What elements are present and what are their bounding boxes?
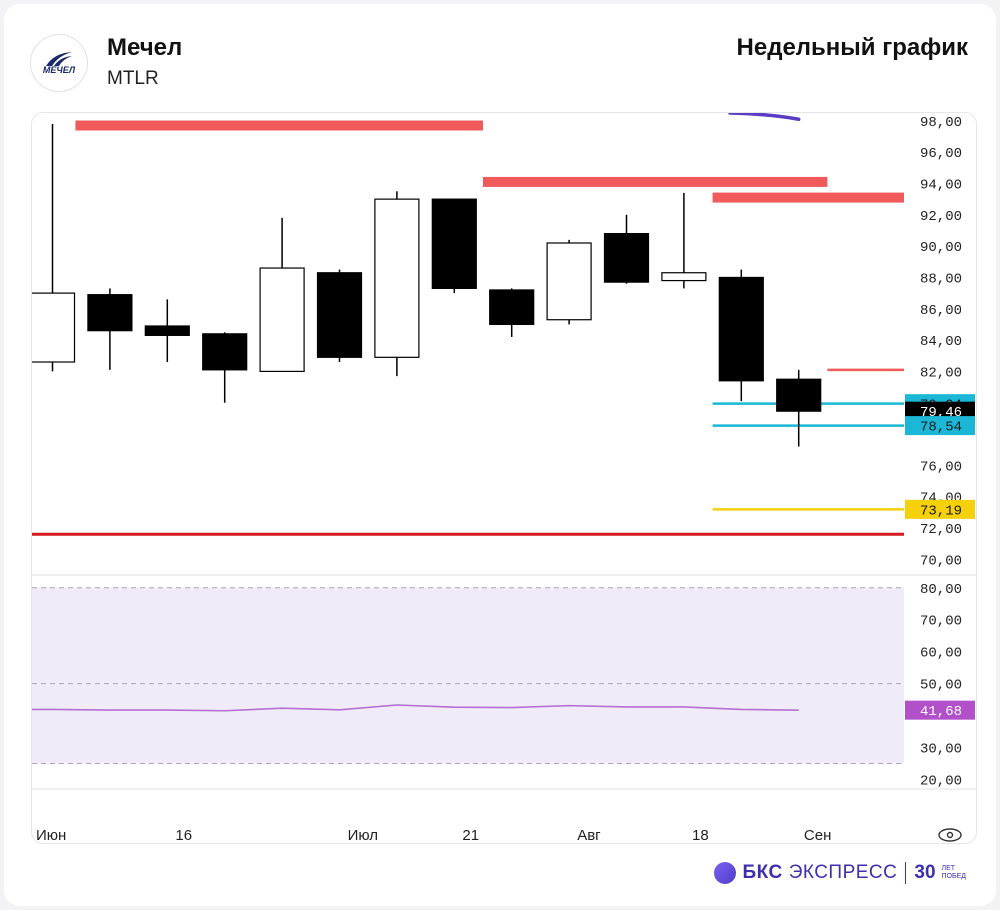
resistance-zone (712, 192, 904, 203)
rsi-band (32, 587, 904, 764)
x-tick-label: 18 (692, 827, 709, 843)
x-tick-label: 21 (462, 827, 479, 843)
candle-body (776, 378, 822, 412)
rsi-tick-label: 80,00 (920, 582, 962, 598)
brand-separator (905, 862, 907, 884)
rsi-tick-label: 30,00 (920, 741, 962, 757)
company-name: Мечел (107, 34, 183, 61)
price-tick-label: 98,00 (920, 115, 962, 131)
x-tick-label: Июн (36, 827, 66, 843)
price-tick-label: 90,00 (920, 240, 962, 256)
years-number: 30 (914, 862, 936, 883)
rsi-tag-bg (905, 700, 975, 720)
price-tick-label: 82,00 (920, 365, 962, 381)
brand-bold: БКС (742, 862, 783, 883)
eye-icon-pupil (946, 831, 954, 839)
chart-period: Недельный график (736, 34, 968, 61)
price-tag-label: 73,19 (920, 503, 962, 519)
candle-body (87, 294, 133, 332)
price-tag-bg (905, 499, 975, 519)
rsi-tick-label: 50,00 (920, 678, 962, 694)
resistance-zone (483, 176, 828, 187)
ticker-symbol: MTLR (107, 68, 159, 89)
x-tick-label: Авг (577, 827, 601, 843)
x-tick-label: Июл (348, 827, 378, 843)
chart-area: 98,00 96,00 94,00 92,00 90,00 88,00 86,00 84,00… (31, 112, 977, 844)
candle-body (489, 289, 535, 326)
price-tag-label: 78,54 (920, 420, 962, 436)
price-tag-bg (905, 401, 975, 421)
candle-body (718, 276, 764, 382)
price-tick-label: 88,00 (920, 271, 962, 287)
candle-body (259, 267, 305, 373)
price-chart-svg: 98,00 96,00 94,00 92,00 90,00 88,00 86,00 84,00… (32, 113, 976, 843)
price-tick-label: 86,00 (920, 303, 962, 319)
candle-body (431, 198, 477, 290)
candle-body (603, 232, 650, 283)
price-tag-bg (905, 416, 975, 436)
mechel-logo: МЕЧЕЛ (30, 34, 88, 92)
candle-body (546, 242, 592, 321)
price-tick-label: 96,00 (920, 146, 962, 162)
eye-icon (938, 828, 962, 842)
bks-express-logo: БКС ЭКСПРЕСС 30 ЛЕТ ПОБЕД (714, 862, 966, 884)
price-tick-label: 94,00 (920, 177, 962, 193)
x-tick-label: 16 (175, 827, 192, 843)
logo-text: МЕЧЕЛ (42, 65, 76, 75)
candle-body (316, 272, 363, 358)
candle-body (32, 292, 76, 363)
mechel-logo-icon (46, 52, 72, 66)
years-caption: ЛЕТ ПОБЕД (942, 865, 966, 881)
price-tick-label: 84,00 (920, 334, 962, 350)
rsi-tag-label: 41,68 (920, 704, 962, 720)
bks-circle-icon (714, 862, 737, 884)
price-tick-label: 92,00 (920, 209, 962, 225)
x-tick-label: Сен (804, 827, 831, 843)
brand-name: ЭКСПРЕСС (788, 862, 898, 883)
candle-body (661, 272, 707, 282)
rsi-tick-label: 20,00 (920, 773, 962, 789)
resistance-zone (75, 120, 484, 131)
rsi-tick-label: 60,00 (920, 646, 962, 662)
candle-body (202, 333, 248, 371)
candle-body (144, 325, 190, 336)
price-tick-label: 72,00 (920, 522, 962, 538)
chart-card: МЕЧЕЛ Мечел MTLR Недельный график 98,00 9… (4, 4, 996, 906)
years-line-2: ПОБЕД (941, 873, 966, 880)
price-tick-label: 76,00 (920, 459, 962, 475)
rsi-tick-label: 70,00 (920, 614, 962, 630)
rsi-line (32, 704, 799, 712)
moving-average-line (728, 113, 801, 122)
candle-body (374, 198, 420, 358)
years-line-1: ЛЕТ (941, 865, 956, 872)
price-tick-label: 70,00 (920, 553, 962, 569)
